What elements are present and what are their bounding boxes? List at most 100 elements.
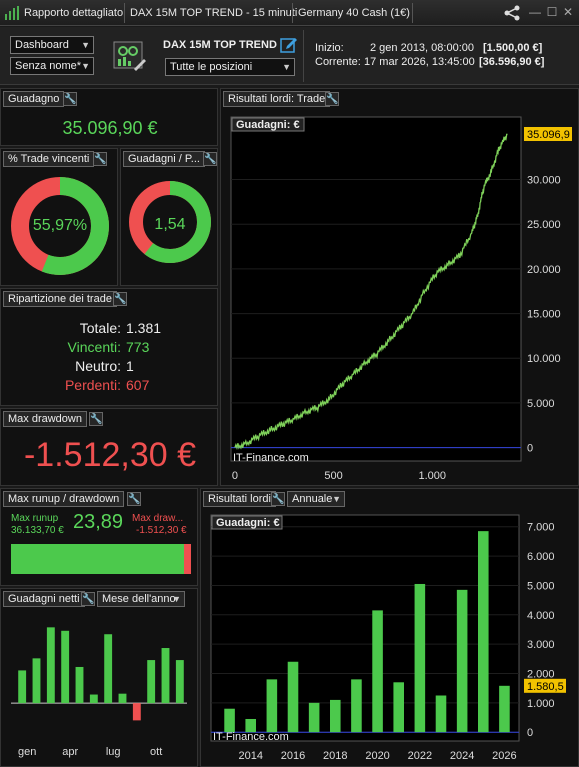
y-tick-label: 7.000 [527, 522, 555, 534]
equity-legend-box [231, 117, 305, 132]
net-gains-mode-select[interactable]: Mese dell'anno ▼ [97, 591, 185, 607]
x-tick-label: 2026 [492, 750, 516, 762]
x-tick-label: 2022 [408, 750, 432, 762]
month-label: gen [18, 746, 36, 758]
drawdown-value: -1.512,30 € [23, 436, 197, 474]
year-bar [266, 679, 278, 733]
name-select[interactable]: Senza nome* ▼ [10, 57, 94, 75]
maximize-icon[interactable]: ☐ [546, 5, 558, 19]
neutral-label: Neutro: [75, 358, 121, 374]
current-date: 17 mar 2026, 13:45:00 [364, 56, 475, 68]
x-tick-label: 2016 [281, 750, 305, 762]
gain-panel: Guadagno 🔧 35.096,90 € [0, 88, 218, 146]
month-bar [104, 634, 113, 704]
annual-panel: Risultati lordi 🔧 Annuale ▼ 0 1.000 2.000 3.… [200, 488, 579, 767]
positions-select[interactable]: Tutte le posizioni ▼ [165, 58, 295, 76]
start-value: [1.500,00 €] [483, 42, 543, 54]
y-tick-label: 30.000 [527, 175, 561, 187]
net-gains-mode: Mese dell'anno [102, 593, 176, 605]
edit-icon[interactable] [280, 35, 298, 53]
start-label: Inizio: [315, 42, 344, 54]
strategy-icon[interactable] [112, 39, 146, 73]
total-value: 1.381 [126, 320, 162, 336]
win-label: Vincenti: [67, 339, 121, 355]
month-label: lug [106, 746, 121, 758]
y-tick-label: 2.000 [527, 668, 555, 680]
equity-watermark: IT-Finance.com [233, 452, 309, 464]
equity-chart: 0 5.000 10.000 15.000 20.000 25.000 30.000 0 500… [230, 116, 572, 482]
x-tick-label: 0 [232, 470, 238, 482]
year-bar [393, 682, 404, 733]
y-tick-label: 3.000 [527, 639, 555, 651]
current-value: [36.596,90 €] [479, 56, 545, 68]
annual-title: Risultati lordi [203, 491, 276, 507]
x-tick-label: 1.000 [418, 470, 446, 482]
wrench-icon[interactable]: 🔧 [127, 492, 141, 506]
system-title: DAX 15M TOP TREND [163, 39, 277, 51]
month-bar [118, 693, 127, 704]
x-tick-label: 2014 [238, 750, 262, 762]
month-label: ott [150, 746, 162, 758]
y-tick-label: 4.000 [527, 610, 555, 622]
year-bar [287, 661, 299, 733]
wrench-icon[interactable]: 🔧 [271, 492, 285, 506]
win-rate-panel: % Trade vincenti 🔧 55,97% [0, 148, 118, 286]
runup-bar-fill [11, 544, 184, 574]
profit-factor-panel: Guadagni / P... 🔧 1,54 [120, 148, 218, 286]
win-rate-value: 55,97% [32, 217, 88, 234]
chevron-down-icon: ▼ [282, 62, 291, 72]
y-tick-label: 5.000 [527, 580, 555, 592]
gain-title: Guadagno [3, 91, 65, 107]
view-select-value: Dashboard [15, 39, 69, 51]
year-bar [435, 695, 447, 733]
year-bar [351, 679, 362, 733]
current-label: Corrente: [315, 56, 361, 68]
loss-label: Perdenti: [64, 377, 121, 393]
y-tick-label: 15.000 [527, 309, 561, 321]
equity-line [234, 133, 508, 451]
minimize-icon[interactable]: — [529, 5, 541, 19]
annual-legend: Guadagni: € [216, 517, 280, 529]
annual-legend-box [211, 515, 283, 530]
runup-panel: Max runup / drawdown 🔧 Max runup 36.133,… [0, 488, 198, 586]
chevron-down-icon: ▼ [172, 594, 181, 604]
year-bar [478, 531, 489, 733]
x-tick-label: 2018 [323, 750, 347, 762]
year-bar [499, 685, 510, 733]
annual-watermark: IT-Finance.com [213, 731, 289, 743]
last-value-label: 1.580,5 [527, 681, 564, 693]
wrench-icon[interactable]: 🔧 [63, 92, 77, 106]
window-title: Rapporto dettagliato [24, 7, 124, 19]
y-tick-label: 25.000 [527, 219, 561, 231]
wrench-icon[interactable]: 🔧 [203, 152, 217, 166]
annual-mode-select[interactable]: Annuale ▼ [287, 491, 345, 507]
annual-chart: 0 1.000 2.000 3.000 4.000 5.000 6.000 7.000 2014… [210, 514, 566, 762]
chevron-down-icon: ▼ [81, 40, 90, 50]
month-bar [175, 660, 184, 704]
y-tick-label: 20.000 [527, 264, 561, 276]
wrench-icon[interactable]: 🔧 [93, 152, 107, 166]
win-rate-arc [11, 177, 109, 275]
loss-value: 607 [126, 377, 150, 393]
net-gains-chart: gen apr lug ott [11, 627, 187, 758]
runup-bar [11, 544, 191, 574]
y-tick-label: 1.000 [527, 698, 555, 710]
share-icon[interactable] [503, 5, 521, 21]
y-tick-label: 0 [527, 727, 533, 739]
max-drawdown-panel: Max drawdown 🔧 -1.512,30 € [0, 408, 218, 486]
wrench-icon[interactable]: 🔧 [89, 412, 103, 426]
neutral-value: 1 [126, 358, 134, 374]
max-dd-label: Max draw... [132, 513, 184, 524]
view-select[interactable]: Dashboard ▼ [10, 36, 94, 54]
month-bar [89, 694, 98, 704]
x-tick-label: 500 [324, 470, 342, 482]
profit-factor-arc [129, 181, 211, 263]
close-icon[interactable]: ✕ [562, 5, 574, 19]
net-gains-title: Guadagni netti [3, 591, 85, 607]
wrench-icon[interactable]: 🔧 [325, 92, 339, 106]
month-bar [32, 658, 41, 704]
win-rate-title: % Trade vincenti [3, 151, 95, 167]
wrench-icon[interactable]: 🔧 [81, 592, 95, 606]
trade-breakdown-panel: Ripartizione dei trade 🔧 Totale: 1.381 Vi… [0, 288, 218, 406]
wrench-icon[interactable]: 🔧 [113, 292, 127, 306]
